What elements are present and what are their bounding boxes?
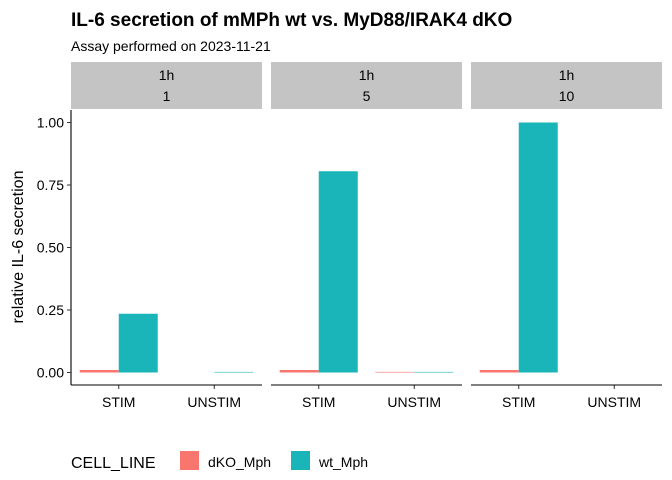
y-tick-label: 0.25 — [37, 302, 64, 318]
facet-strip-bottom-label: 5 — [363, 88, 371, 104]
x-tick-label-UNSTIM: UNSTIM — [387, 394, 441, 410]
x-tick-label-STIM: STIM — [302, 394, 335, 410]
facet-panel-10: 1h 10 STIM UNSTIM — [471, 62, 662, 410]
facet-strip-bottom-label: 10 — [559, 88, 575, 104]
bar-dKO_Mph-STIM-10 — [479, 370, 519, 373]
facet-strip — [71, 62, 262, 109]
facet-strip-bottom-label: 1 — [163, 88, 171, 104]
facet-strip-top-label: 1h — [359, 67, 375, 83]
legend-key-dKO_Mph — [180, 451, 199, 470]
legend: CELL_LINE dKO_Mph wt_Mph — [71, 451, 368, 472]
bar-dKO_Mph-UNSTIM-5 — [375, 371, 415, 373]
facet-strip-top-label: 1h — [159, 67, 175, 83]
x-tick-label-STIM: STIM — [102, 394, 135, 410]
x-tick-label-UNSTIM: UNSTIM — [587, 394, 641, 410]
bar-wt_Mph-STIM-5 — [318, 171, 358, 373]
chart-subtitle: Assay performed on 2023-11-21 — [71, 38, 271, 54]
y-tick-label: 0.75 — [37, 177, 64, 193]
legend-label-dKO_Mph: dKO_Mph — [208, 454, 271, 470]
bar-wt_Mph-UNSTIM-1 — [214, 371, 254, 373]
bar-dKO_Mph-STIM-1 — [79, 370, 119, 373]
y-axis-label: relative IL-6 secretion — [10, 171, 27, 324]
y-tick-label: 1.00 — [37, 115, 64, 131]
bar-wt_Mph-UNSTIM-5 — [414, 371, 454, 373]
facet-panel-5: 1h 5 STIM UNSTIM — [271, 62, 462, 410]
y-tick-label: 0.50 — [37, 240, 64, 256]
facet-panels: 1h 1 STIM UNSTIM 1h 5 STIM UNSTIM 1h 10 STIM UNSTIM — [71, 62, 662, 410]
facet-panel-1: 1h 1 STIM UNSTIM — [71, 62, 262, 410]
bar-wt_Mph-STIM-10 — [518, 122, 558, 373]
facet-strip-top-label: 1h — [559, 67, 575, 83]
facet-strip — [471, 62, 662, 109]
y-axis: 0.00 0.25 0.50 0.75 1.00 — [37, 110, 72, 385]
bar-dKO_Mph-STIM-5 — [279, 370, 319, 373]
chart-title: IL-6 secretion of mMPh wt vs. MyD88/IRAK… — [71, 10, 512, 31]
legend-title: CELL_LINE — [71, 455, 156, 472]
x-tick-label-STIM: STIM — [502, 394, 535, 410]
y-tick-label: 0.00 — [37, 365, 64, 381]
legend-key-wt_Mph — [291, 451, 310, 470]
facet-strip — [271, 62, 462, 109]
x-tick-label-UNSTIM: UNSTIM — [187, 394, 241, 410]
bar-wt_Mph-STIM-1 — [118, 313, 158, 373]
legend-label-wt_Mph: wt_Mph — [318, 454, 368, 470]
